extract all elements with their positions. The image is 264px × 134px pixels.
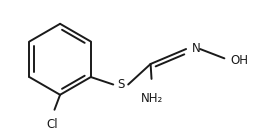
Text: N: N xyxy=(192,42,200,55)
Text: NH₂: NH₂ xyxy=(141,92,164,105)
Text: S: S xyxy=(117,78,124,91)
Text: OH: OH xyxy=(230,54,248,67)
Text: Cl: Cl xyxy=(47,118,58,131)
